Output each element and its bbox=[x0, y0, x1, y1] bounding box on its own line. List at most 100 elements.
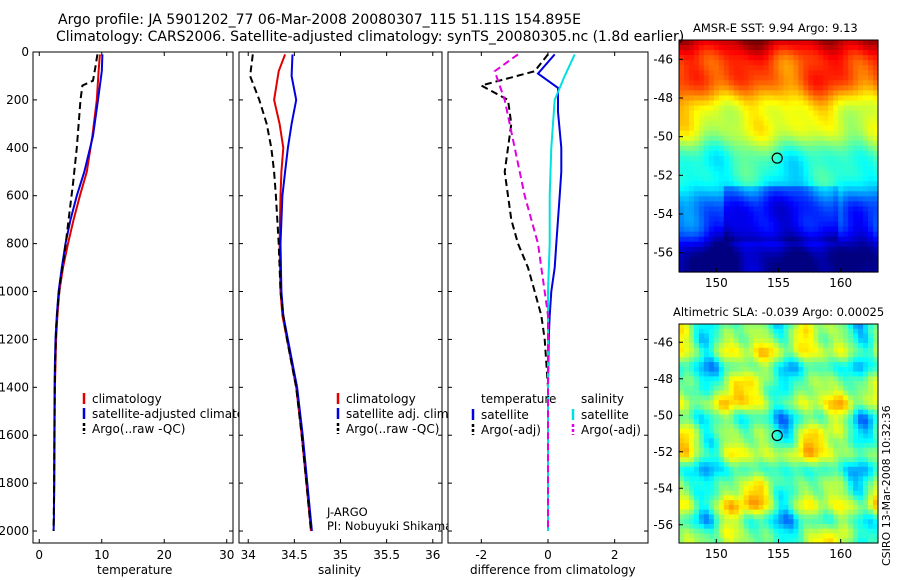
map-cell bbox=[738, 95, 745, 102]
map-cell bbox=[868, 110, 874, 117]
map-cell bbox=[848, 328, 854, 335]
map-cell bbox=[679, 443, 685, 449]
map-cell bbox=[753, 186, 760, 192]
map-cell bbox=[853, 409, 859, 416]
map-cell bbox=[773, 457, 780, 463]
map-cell bbox=[873, 347, 879, 354]
map-cell bbox=[783, 191, 790, 197]
map-cell bbox=[683, 45, 690, 51]
map-cell bbox=[843, 523, 849, 530]
map-cell bbox=[758, 241, 765, 248]
map-cell bbox=[818, 533, 824, 539]
map-cell bbox=[679, 519, 685, 525]
map-cell bbox=[823, 485, 829, 492]
map-cell bbox=[783, 80, 790, 86]
map-cell bbox=[778, 135, 785, 142]
map-cell bbox=[798, 70, 804, 76]
map-cell bbox=[873, 490, 879, 496]
map-cell bbox=[688, 246, 695, 253]
map-cell bbox=[753, 216, 760, 223]
map-cell bbox=[743, 95, 750, 102]
map-cell bbox=[778, 371, 785, 377]
map-cell bbox=[708, 419, 715, 425]
map-cell bbox=[688, 196, 695, 202]
map-cell bbox=[818, 65, 824, 71]
map-cell bbox=[808, 371, 814, 377]
map-cell bbox=[813, 236, 819, 243]
map-cell bbox=[713, 75, 720, 81]
map-cell bbox=[813, 333, 819, 339]
map-cell bbox=[868, 176, 874, 182]
map-cell bbox=[778, 390, 785, 397]
map-cell bbox=[713, 40, 720, 46]
map-cell bbox=[728, 462, 735, 468]
map-cell bbox=[679, 156, 685, 162]
map-cell bbox=[738, 150, 745, 157]
map-cell bbox=[763, 85, 770, 92]
map-cell bbox=[683, 495, 690, 501]
map-cell bbox=[698, 366, 705, 373]
map-cell bbox=[833, 135, 839, 142]
map-cell bbox=[823, 90, 829, 97]
map-cell bbox=[733, 433, 740, 439]
map-cell bbox=[838, 251, 844, 258]
map-cell bbox=[788, 400, 795, 406]
map-cell bbox=[873, 171, 879, 177]
map-cell bbox=[703, 466, 710, 473]
map-cell bbox=[853, 466, 859, 473]
map-cell bbox=[723, 181, 730, 187]
map-cell bbox=[688, 90, 695, 97]
map-cell bbox=[863, 216, 869, 223]
map-cell bbox=[873, 150, 879, 157]
map-cell bbox=[848, 466, 854, 473]
map-cell bbox=[708, 333, 715, 339]
map-cell bbox=[718, 457, 725, 463]
map-cell bbox=[718, 528, 725, 535]
map-cell bbox=[838, 140, 844, 147]
map-cell bbox=[793, 75, 799, 81]
map-cell bbox=[713, 65, 720, 71]
map-cell bbox=[683, 433, 690, 439]
map-cell bbox=[703, 333, 710, 339]
map-cell bbox=[763, 324, 770, 330]
map-cell bbox=[808, 161, 814, 167]
map-cell bbox=[823, 538, 829, 544]
legend-entry: satellite bbox=[581, 408, 629, 422]
map-cell bbox=[818, 404, 824, 411]
map-cell bbox=[698, 343, 705, 349]
map-cell bbox=[813, 125, 819, 132]
map-cell bbox=[868, 371, 874, 377]
map-cell bbox=[848, 357, 854, 363]
map-cell bbox=[873, 500, 879, 506]
map-cell bbox=[733, 75, 740, 81]
map-cell bbox=[848, 211, 854, 218]
map-cell bbox=[693, 343, 700, 349]
map-cell bbox=[693, 156, 700, 162]
map-cell bbox=[788, 538, 795, 544]
map-cell bbox=[748, 40, 755, 46]
map-cell bbox=[803, 95, 809, 102]
map-cell bbox=[718, 211, 725, 218]
map-cell bbox=[798, 428, 804, 435]
map-cell bbox=[723, 462, 730, 468]
map-cell bbox=[738, 251, 745, 258]
map-cell bbox=[853, 100, 859, 107]
map-cell bbox=[863, 509, 869, 516]
map-cell bbox=[763, 395, 770, 401]
map-cell bbox=[768, 45, 775, 51]
map-cell bbox=[733, 471, 740, 477]
map-cell bbox=[768, 419, 775, 425]
map-cell bbox=[733, 161, 740, 167]
map-cell bbox=[823, 70, 829, 76]
map-cell bbox=[773, 181, 780, 187]
map-cell bbox=[758, 528, 765, 535]
map-cell bbox=[833, 504, 839, 511]
map-cell bbox=[728, 120, 735, 127]
map-cell bbox=[738, 457, 745, 463]
map-cell bbox=[838, 181, 844, 187]
map-cell bbox=[783, 251, 790, 258]
map-cell bbox=[733, 514, 740, 520]
map-cell bbox=[828, 196, 834, 202]
map-cell bbox=[838, 328, 844, 335]
map-cell bbox=[753, 100, 760, 107]
